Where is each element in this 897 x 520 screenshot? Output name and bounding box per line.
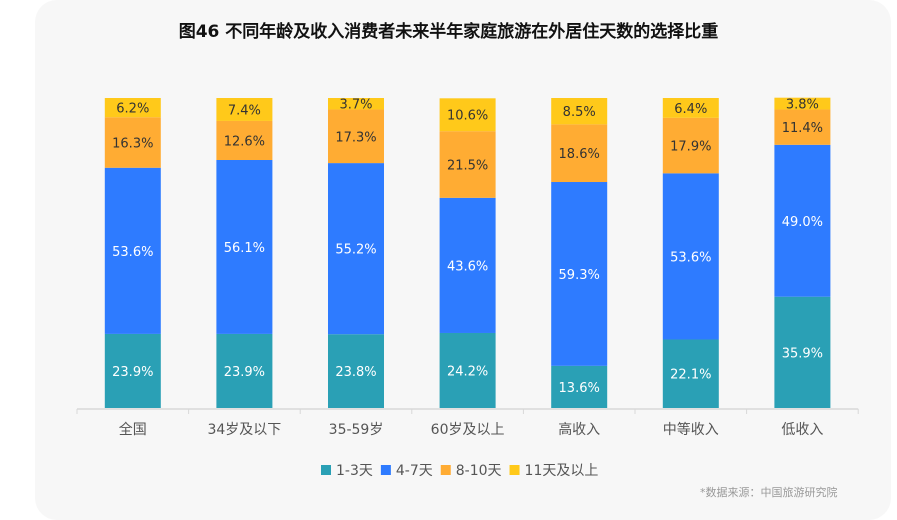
- data-label: 43.6%: [447, 259, 488, 274]
- data-label: 17.9%: [670, 140, 711, 155]
- data-label: 53.6%: [112, 245, 153, 260]
- data-label: 10.6%: [447, 109, 488, 124]
- data-label: 53.6%: [670, 250, 711, 265]
- category-label: 低收入: [781, 422, 823, 438]
- bar-segment: [216, 160, 273, 334]
- bar-segment: [216, 120, 273, 160]
- data-label: 11.4%: [782, 121, 823, 136]
- data-label: 13.6%: [559, 381, 600, 396]
- bar-segment: [551, 365, 608, 408]
- data-label: 21.5%: [447, 158, 488, 173]
- legend-label: 11天及以上: [525, 463, 599, 479]
- data-label: 56.1%: [224, 241, 265, 256]
- data-label: 24.2%: [447, 364, 488, 379]
- bar-segment: [662, 117, 719, 174]
- bar-segment: [551, 98, 608, 125]
- legend-label: 1-3天: [336, 463, 373, 479]
- chart-title: 图46 不同年龄及收入消费者未来半年家庭旅游在外居住天数的选择比重: [178, 22, 719, 42]
- bar-segment: [216, 333, 273, 408]
- bar-segment: [662, 173, 719, 340]
- bar-segment: [104, 333, 161, 408]
- bar-segment: [439, 197, 496, 333]
- data-label: 22.1%: [670, 368, 711, 383]
- data-label: 59.3%: [559, 268, 600, 283]
- category-label: 35-59岁: [329, 422, 384, 438]
- bar-segment: [551, 124, 608, 183]
- bar-segment: [439, 98, 496, 132]
- category-label: 60岁及以上: [431, 422, 505, 438]
- category-label: 全国: [119, 421, 147, 438]
- bar-segment: [774, 296, 831, 408]
- legend-swatch: [509, 465, 520, 475]
- data-label: 23.8%: [335, 365, 376, 380]
- bar-segment: [662, 339, 719, 408]
- data-label: 12.6%: [224, 134, 265, 149]
- bar-segment: [774, 144, 831, 297]
- bar-segment: [439, 332, 496, 408]
- legend-label: 4-7天: [396, 463, 433, 479]
- source-note: *数据来源：中国旅游研究院: [700, 486, 838, 499]
- data-label: 18.6%: [559, 147, 600, 162]
- bar-segment: [774, 109, 831, 145]
- data-label: 35.9%: [782, 346, 823, 361]
- category-label: 34岁及以下: [207, 422, 281, 438]
- legend-swatch: [440, 465, 451, 475]
- data-label: 6.4%: [674, 102, 707, 117]
- legend-label: 8-10天: [456, 463, 502, 479]
- bar-segment: [328, 109, 384, 164]
- category-label: 中等收入: [663, 421, 719, 438]
- bar-segment: [104, 167, 161, 334]
- data-label: 6.2%: [116, 102, 149, 117]
- bar-segment: [662, 98, 719, 118]
- data-label: 23.9%: [224, 365, 265, 380]
- bar-segment: [216, 98, 273, 121]
- bar-segment: [439, 131, 496, 198]
- data-label: 8.5%: [563, 105, 596, 120]
- bar-segment: [551, 182, 608, 366]
- data-label: 3.8%: [786, 98, 819, 113]
- legend-swatch: [380, 465, 391, 475]
- data-label: 16.3%: [112, 136, 153, 151]
- data-label: 3.7%: [339, 98, 372, 113]
- legend-swatch: [321, 465, 331, 475]
- bar-segment: [774, 97, 831, 110]
- category-label: 高收入: [558, 421, 600, 438]
- bar-segment: [328, 98, 384, 110]
- bar-segment: [328, 334, 384, 408]
- data-label: 49.0%: [782, 215, 823, 230]
- data-label: 23.9%: [112, 365, 153, 380]
- data-label: 55.2%: [335, 243, 376, 258]
- bar-segment: [328, 163, 384, 335]
- data-label: 17.3%: [335, 130, 376, 145]
- data-label: 7.4%: [228, 103, 261, 118]
- stacked-bar-chart: 23.9% 53.6% 16.3% 6.2% 全国 23.9% 56.1% 12.6% 7.4%…: [76, 97, 859, 479]
- bar-segment: [104, 98, 161, 118]
- bar-segment: [104, 117, 161, 168]
